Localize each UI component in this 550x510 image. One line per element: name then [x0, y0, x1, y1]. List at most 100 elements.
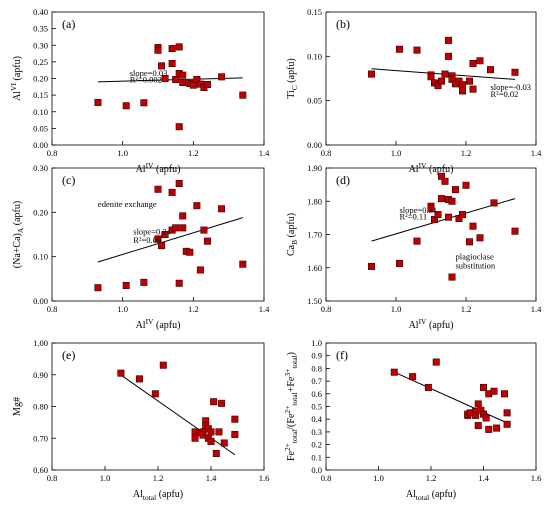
data-point	[212, 449, 220, 457]
y-tick-label: 0.6	[311, 389, 322, 399]
annotation-text: slope=0.24	[133, 227, 171, 237]
y-tick-label: 0.05	[307, 96, 322, 106]
data-point	[175, 43, 183, 51]
data-point	[476, 57, 484, 65]
x-tick-label: 1.0	[373, 473, 384, 483]
data-point	[172, 75, 180, 83]
data-point	[469, 85, 477, 93]
panel-d: 0.8 1.0 1.2 1.4 1.50 1.60 1.70 1.80 1.90 AlIV (ap…	[286, 163, 542, 331]
x-tick-label: 1.4	[206, 473, 217, 483]
x-tick-label: 1.2	[461, 148, 472, 158]
y-tick-label: 0.15	[307, 7, 322, 17]
y-tick-label: 1.00	[33, 338, 48, 348]
data-point	[122, 102, 130, 110]
data-point	[172, 224, 180, 232]
x-tick-label: 0.8	[321, 304, 332, 314]
x-tick-label: 1.0	[391, 304, 402, 314]
data-point	[490, 199, 498, 207]
data-point	[432, 358, 440, 366]
data-point	[168, 188, 176, 196]
data-point	[186, 248, 194, 256]
y-tick-label: 0.40	[33, 7, 48, 17]
y-tick-label: 0.5	[311, 402, 322, 412]
data-point	[437, 195, 445, 203]
data-point	[179, 71, 187, 79]
data-point	[437, 77, 445, 85]
y-axis-label: AlVI (apfu)	[9, 56, 23, 101]
data-point	[395, 45, 403, 53]
panel-a: 0.8 1.0 1.2 1.4 0.00 0.05 0.10 0.15 0.20 0.25 0.30…	[9, 7, 270, 175]
data-point	[503, 409, 511, 417]
data-point	[490, 387, 498, 395]
data-point	[367, 262, 375, 270]
y-axis-label: Fe2+total/(Fe2+total+Fe3+total)	[283, 352, 299, 461]
y-tick-label: 0.10	[33, 252, 48, 262]
y-axis-label: TiC (apfu)	[286, 58, 299, 99]
data-point	[218, 399, 226, 407]
data-point	[451, 186, 459, 194]
x-tick-label: 1.2	[188, 148, 199, 158]
data-point	[175, 180, 183, 188]
annotation-text: R²=0.11	[400, 212, 428, 222]
y-tick-label: 0.00	[33, 296, 48, 306]
x-tick-label: 1.4	[259, 148, 270, 158]
data-point	[500, 390, 508, 398]
y-tick-label: 0.2	[311, 440, 322, 450]
x-tick-label: 1.2	[188, 304, 199, 314]
x-tick-label: 1.0	[117, 304, 128, 314]
y-tick-label: 0.15	[33, 90, 48, 100]
data-point	[427, 205, 435, 213]
y-tick-label: 0.3	[311, 427, 322, 437]
y-tick-label: 0.1	[311, 452, 322, 462]
data-point	[193, 75, 201, 83]
data-point	[441, 70, 449, 78]
y-tick-label: 0.60	[33, 465, 48, 475]
x-tick-label: 1.2	[426, 473, 437, 483]
data-point	[395, 259, 403, 267]
panel-b: 0.8 1.0 1.2 1.4 0.00 0.05 0.10 0.15 AlIV (apfu) T…	[286, 7, 542, 175]
x-tick-label: 1.0	[100, 473, 111, 483]
data-point	[203, 237, 211, 245]
x-tick-label: 1.4	[531, 304, 542, 314]
x-tick-label: 0.8	[47, 304, 58, 314]
y-tick-label: 0.80	[33, 402, 48, 412]
data-point	[458, 81, 466, 89]
trend-line	[97, 217, 243, 263]
annotation-text: slope=0.03	[130, 68, 168, 78]
x-tick-label: 1.4	[531, 148, 542, 158]
data-point	[441, 177, 449, 185]
panel-label: (b)	[336, 17, 350, 31]
data-point	[474, 400, 482, 408]
data-point	[193, 202, 201, 210]
data-point	[469, 59, 477, 67]
data-point	[179, 78, 187, 86]
data-point	[220, 439, 228, 447]
y-tick-label: 0.30	[33, 40, 48, 50]
data-point	[413, 237, 421, 245]
annotation-text: R²=0.002	[130, 74, 162, 84]
data-point	[189, 81, 197, 89]
plot-frame	[325, 11, 537, 146]
annotation-text: substitution	[456, 260, 496, 270]
y-tick-label: 0.10	[307, 51, 322, 61]
plot-frame	[325, 167, 537, 302]
data-point	[218, 73, 226, 81]
data-point	[94, 284, 102, 292]
annotation-text: slope=-0.03	[491, 82, 531, 92]
data-point	[140, 99, 148, 107]
panel-label: (e)	[62, 348, 75, 362]
data-point	[94, 98, 102, 106]
y-tick-label: 0.4	[311, 414, 322, 424]
y-tick-label: 1.80	[307, 196, 322, 206]
y-tick-label: 0.30	[33, 163, 48, 173]
data-point	[486, 66, 494, 74]
data-point	[503, 420, 511, 428]
data-point	[427, 73, 435, 81]
data-point	[444, 213, 452, 221]
data-point	[168, 60, 176, 68]
x-tick-label: 1.0	[391, 148, 402, 158]
data-point	[140, 278, 148, 286]
x-axis-label: AlIV (apfu)	[136, 317, 181, 331]
data-point	[203, 80, 211, 88]
annotation-text: R²=0.02	[491, 89, 519, 99]
